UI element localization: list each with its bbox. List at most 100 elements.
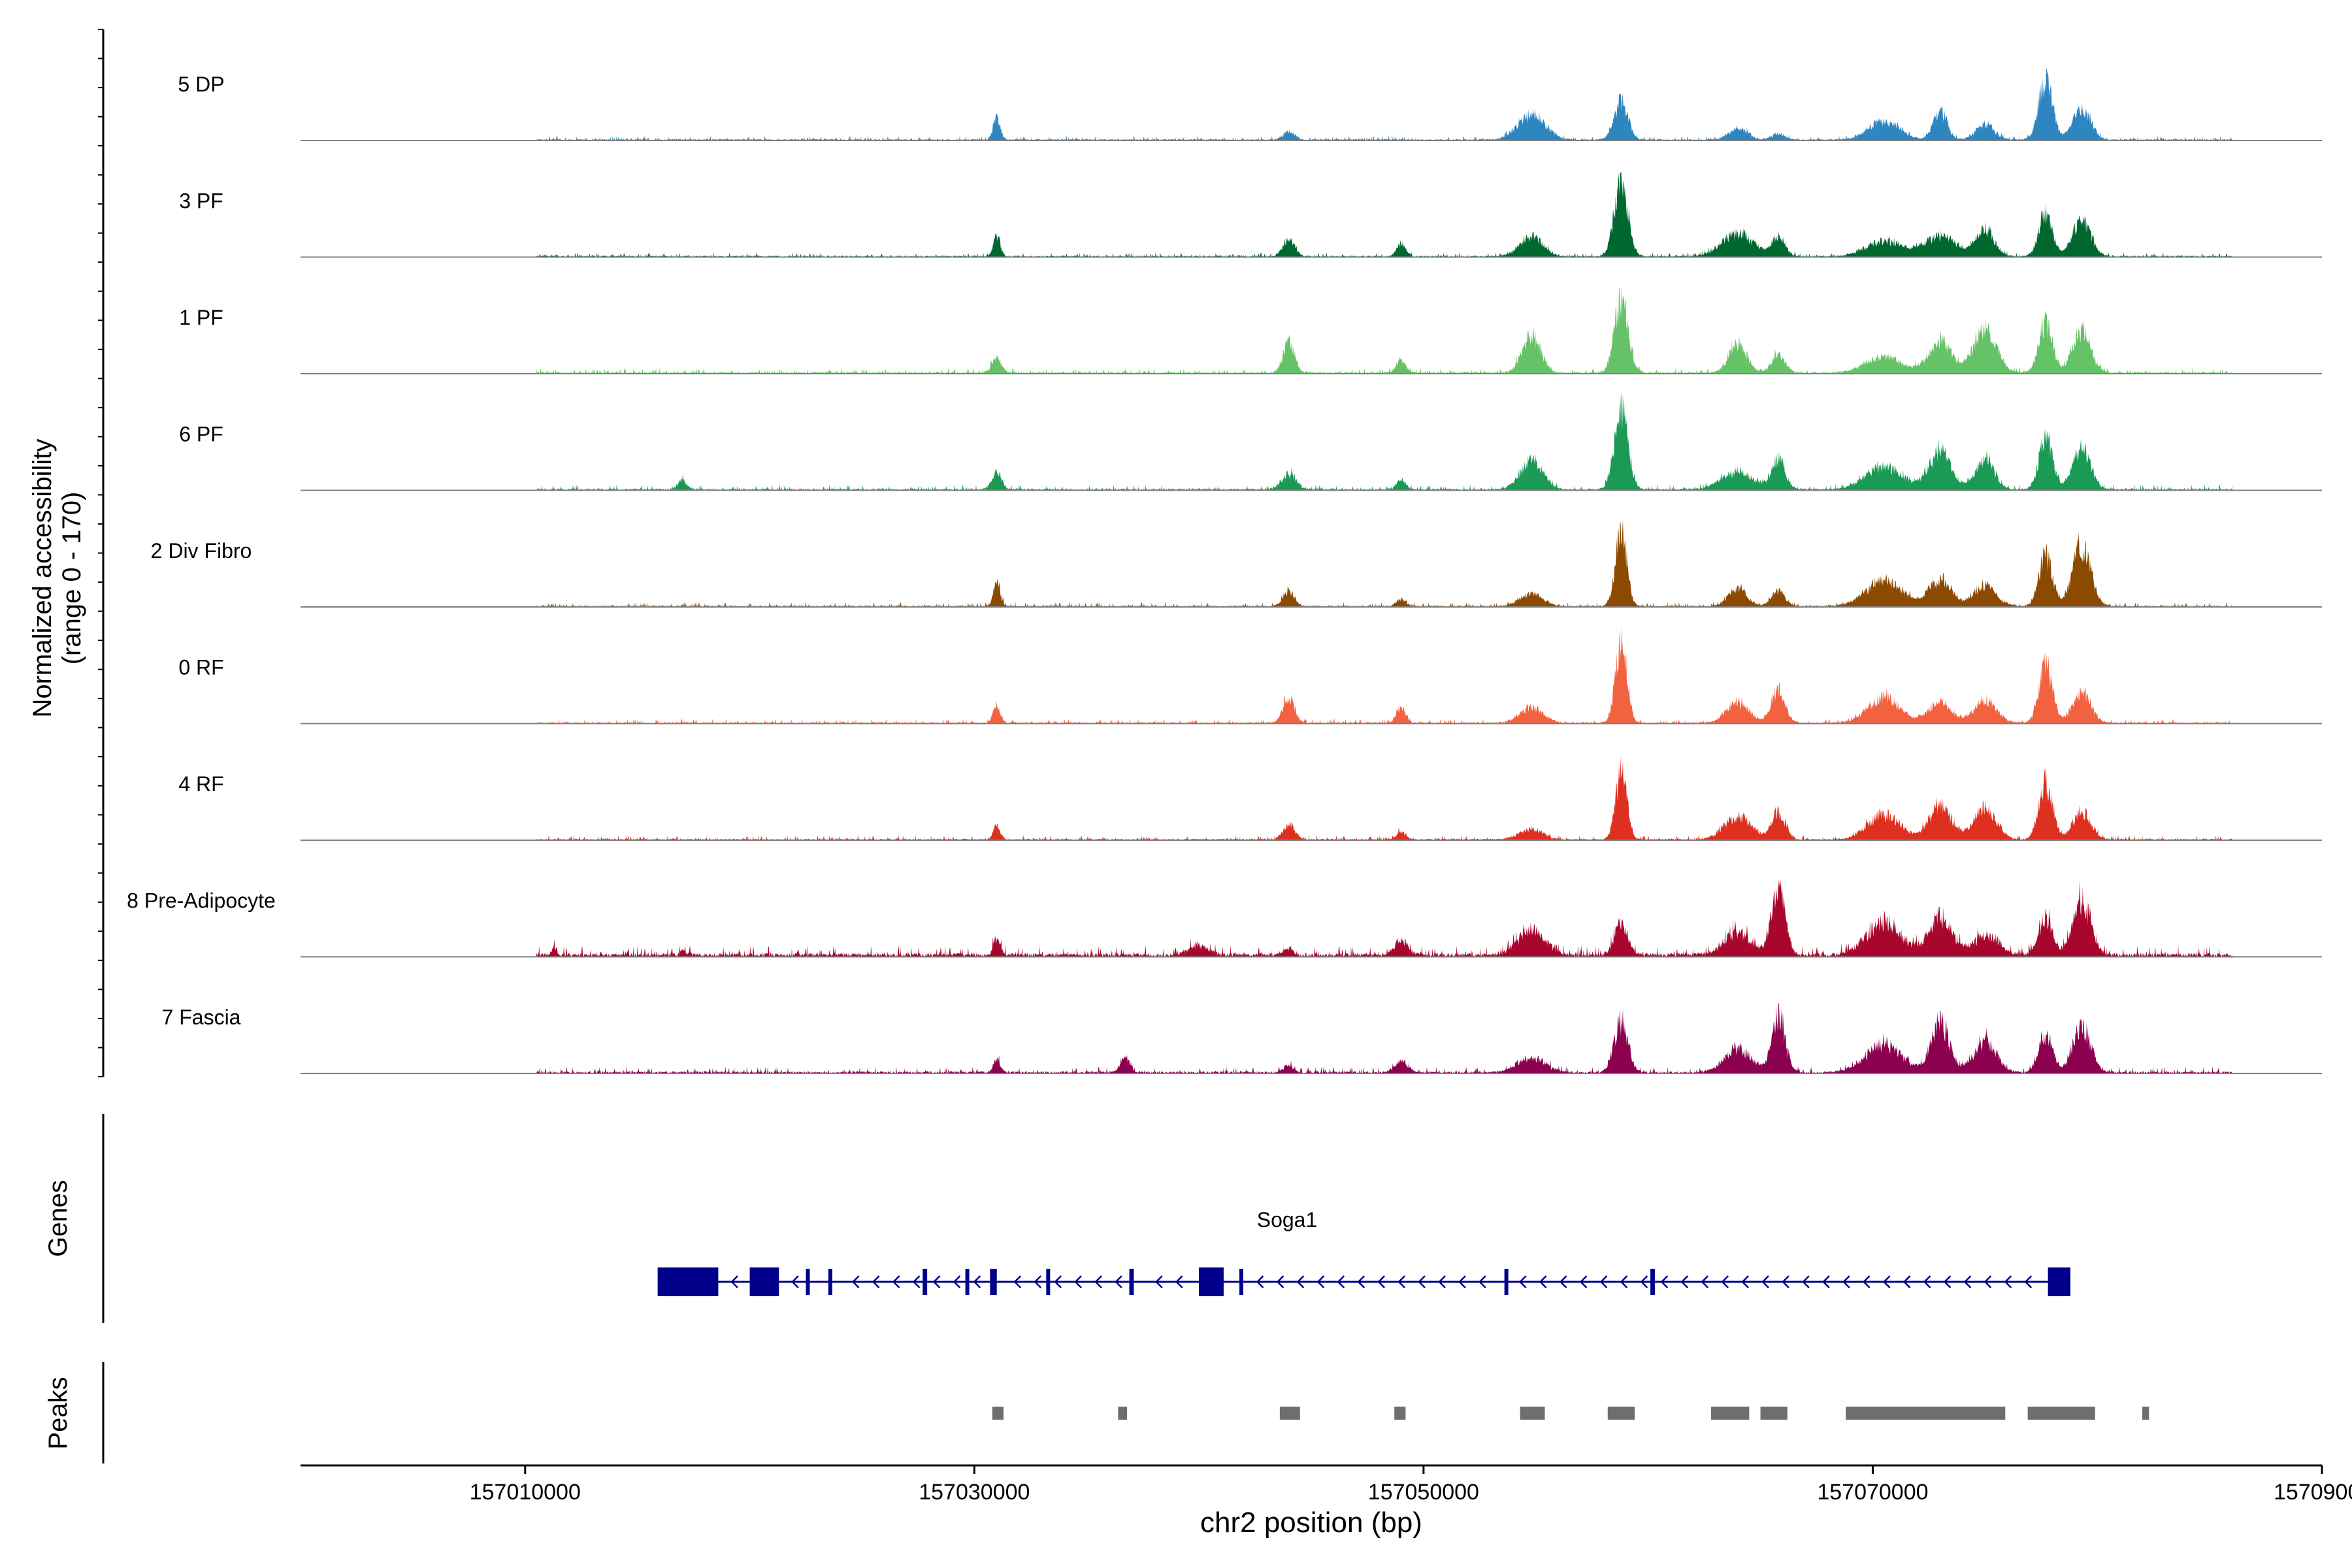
strand-arrow-icon (1478, 1275, 1486, 1288)
peak-region-7 (1710, 1407, 1750, 1420)
strand-arrow-icon (1761, 1275, 1769, 1288)
strand-arrow-icon (1518, 1275, 1527, 1288)
strand-arrow-icon (1599, 1275, 1608, 1288)
track-label-3: 1 PF (179, 306, 223, 329)
strand-arrow-icon (1054, 1275, 1062, 1288)
coverage-area-7 (536, 755, 2232, 840)
peak-region-11 (2142, 1407, 2149, 1420)
exon-9 (1129, 1269, 1134, 1295)
coverage-area-8 (536, 879, 2232, 957)
track-label-6: 0 RF (178, 656, 223, 679)
strand-arrow-icon (1256, 1275, 1264, 1288)
strand-arrow-icon (1175, 1275, 1183, 1288)
exon-12 (1504, 1269, 1509, 1295)
y-axis (98, 29, 105, 1077)
strand-arrow-icon (1155, 1275, 1163, 1288)
strand-arrow-icon (1680, 1275, 1689, 1288)
coverage-area-5 (536, 519, 2232, 607)
strand-arrow-icon (1539, 1275, 1547, 1288)
strand-arrow-icon (1943, 1275, 1952, 1288)
exon-8 (1046, 1269, 1051, 1295)
peak-region-8 (1760, 1407, 1788, 1420)
x-tick-label: 157010000 (470, 1480, 581, 1505)
strand-arrow-icon (1701, 1275, 1709, 1288)
strand-arrow-icon (932, 1275, 941, 1288)
peak-region-9 (1846, 1407, 2006, 1420)
coverage-area-6 (536, 627, 2232, 724)
exon-4 (828, 1269, 832, 1295)
peak-region-5 (1520, 1407, 1545, 1420)
track-label-9: 7 Fascia (162, 1005, 241, 1029)
strand-arrow-icon (1782, 1275, 1789, 1288)
x-tick-label: 157030000 (919, 1480, 1030, 1505)
y-axis-label-line1: Normalized accessibility (28, 439, 57, 718)
strand-arrow-icon (1842, 1275, 1850, 1288)
strand-arrow-icon (1296, 1275, 1305, 1288)
coverage-area-3 (536, 286, 2232, 374)
peak-region-6 (1607, 1407, 1635, 1420)
x-tick-label: 157090000 (2274, 1480, 2352, 1505)
strand-arrow-icon (1094, 1275, 1102, 1288)
track-label-4: 6 PF (179, 423, 223, 446)
gene-track (657, 1267, 2070, 1296)
x-tick-label: 157070000 (1817, 1480, 1928, 1505)
accessibility-tracks (301, 69, 2322, 1074)
strand-arrow-icon (1963, 1275, 1972, 1288)
strand-arrow-icon (1640, 1275, 1648, 1288)
strand-arrow-icon (1721, 1275, 1729, 1288)
gene-name: Soga1 (1257, 1208, 1318, 1232)
strand-arrow-icon (1438, 1275, 1446, 1288)
strand-arrow-icon (1660, 1275, 1669, 1288)
strand-arrow-icon (872, 1275, 880, 1288)
peak-region-3 (1279, 1407, 1300, 1420)
strand-arrow-icon (1013, 1275, 1022, 1288)
track-labels: 5 DP 3 PF 1 PF 6 PF 2 Div Fibro 0 RF 4 RF 8 Pre… (127, 73, 276, 1029)
strand-arrow-icon (1418, 1275, 1426, 1288)
track-label-7: 4 RF (178, 772, 223, 796)
strand-arrow-icon (1620, 1275, 1628, 1288)
strand-arrow-icon (1579, 1275, 1588, 1288)
strand-arrow-icon (851, 1275, 860, 1288)
coverage-area-9 (536, 1003, 2232, 1073)
strand-arrow-icon (1397, 1275, 1405, 1288)
exon-7 (990, 1269, 997, 1295)
peak-region-2 (1118, 1407, 1128, 1420)
exon-2 (749, 1267, 779, 1296)
strand-arrow-icon (1357, 1275, 1365, 1288)
strand-arrow-icon (1316, 1275, 1325, 1288)
track-label-5: 2 Div Fibro (151, 539, 252, 563)
genes-label: Genes (44, 1180, 73, 1257)
strand-arrow-icon (1802, 1275, 1810, 1288)
y-axis-label-line2: (range 0 - 170) (57, 492, 86, 665)
strand-arrow-icon (1923, 1275, 1931, 1288)
exon-14 (2048, 1267, 2070, 1296)
track-label-8: 8 Pre-Adipocyte (127, 889, 276, 913)
x-axis-label: chr2 position (bp) (1200, 1507, 1422, 1539)
exon-6 (965, 1269, 970, 1295)
x-axis-ticks: 157010000 157030000 157050000 157070000 1570… (470, 1465, 2352, 1505)
strand-arrow-icon (1276, 1275, 1284, 1288)
coverage-area-2 (536, 172, 2232, 257)
track-label-2: 3 PF (179, 189, 223, 213)
peaks-label: Peaks (44, 1377, 73, 1449)
strand-arrow-icon (1377, 1275, 1386, 1288)
strand-arrow-icon (2024, 1275, 2033, 1288)
strand-arrow-icon (791, 1275, 799, 1288)
strand-arrow-icon (1822, 1275, 1830, 1288)
strand-arrow-icon (953, 1275, 961, 1288)
strand-arrow-icon (1903, 1275, 1911, 1288)
strand-arrow-icon (2004, 1275, 2012, 1288)
strand-arrow-icon (1862, 1275, 1870, 1288)
exon-11 (1239, 1269, 1243, 1295)
exon-3 (806, 1269, 810, 1295)
strand-arrow-icon (1115, 1275, 1122, 1288)
strand-arrow-icon (1034, 1275, 1042, 1288)
strand-arrow-icon (1458, 1275, 1466, 1288)
peak-region-1 (992, 1407, 1004, 1420)
strand-arrow-icon (1741, 1275, 1749, 1288)
strand-arrow-icon (973, 1275, 981, 1288)
peak-region-4 (1394, 1407, 1406, 1420)
coverage-area-1 (536, 69, 2232, 140)
strand-arrow-icon (912, 1275, 921, 1288)
